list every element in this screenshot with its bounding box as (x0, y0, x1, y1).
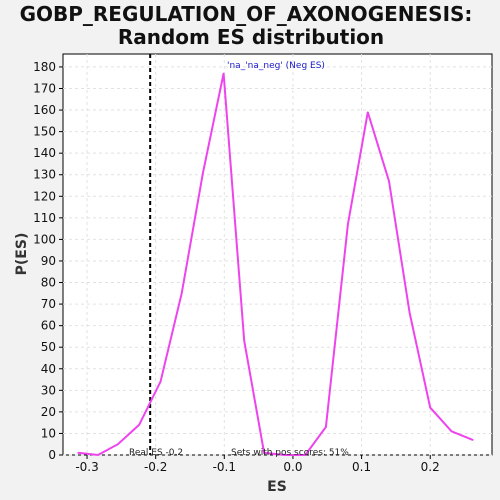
data-point (159, 380, 162, 383)
data-point (97, 454, 99, 456)
plot-area (62, 53, 493, 456)
y-tick-label: 110 (33, 211, 56, 225)
y-tick-label: 20 (41, 405, 56, 419)
y-tick-label: 100 (33, 232, 56, 246)
y-tick-label: 80 (41, 276, 56, 290)
y-tick-label: 10 (41, 426, 56, 440)
series-points (77, 72, 474, 456)
data-point (117, 443, 119, 446)
annotation-real-es: Real ES -0.2 (129, 448, 183, 458)
y-tick-label: 40 (41, 362, 56, 376)
y-tick-label: 130 (33, 168, 56, 182)
y-tick-label: 180 (33, 60, 56, 74)
data-point (450, 430, 453, 433)
x-tick-label: 0.1 (352, 460, 371, 474)
y-tick-label: 160 (33, 103, 56, 117)
data-point (243, 339, 246, 342)
x-tick-label: -0.3 (75, 460, 98, 474)
y-ticks: 0 10 20 30 40 50 60 70 80 90 100 110 120 130 140 150 160… (33, 60, 63, 462)
chart-title-line1: GOBP_REGULATION_OF_AXONOGENESIS: (20, 2, 473, 26)
data-point (471, 439, 474, 441)
y-tick-label: 50 (41, 340, 56, 354)
annotation-neg-label: 'na_'na_neg' (Neg ES) (227, 61, 325, 71)
data-point (366, 111, 369, 114)
data-point (388, 180, 390, 182)
y-tick-label: 30 (41, 383, 56, 397)
y-tick-label: 70 (41, 297, 56, 311)
data-point (347, 223, 349, 226)
x-tick-label: 0.0 (283, 460, 302, 474)
x-axis-label: ES (267, 479, 287, 495)
data-point (202, 171, 204, 174)
x-tick-label: -0.1 (213, 460, 236, 474)
grid (63, 54, 492, 456)
series-line-0 (77, 73, 474, 457)
data-point (283, 454, 286, 456)
y-tick-label: 0 (48, 448, 56, 462)
data-point (77, 452, 79, 454)
y-tick-label: 150 (33, 125, 56, 139)
data-point (304, 454, 307, 456)
x-tick-label: 0.2 (421, 460, 440, 474)
y-tick-label: 90 (41, 254, 56, 268)
data-point (138, 424, 140, 426)
x-ticks: -0.3 -0.2 -0.1 0.0 0.1 0.2 (75, 455, 440, 474)
y-tick-label: 60 (41, 319, 56, 333)
data-point (222, 72, 225, 75)
x-tick-label: -0.2 (144, 460, 167, 474)
data-point (263, 452, 265, 454)
y-axis-label: P(ES) (14, 233, 30, 276)
chart-title-line2: Random ES distribution (118, 25, 384, 49)
y-tick-label: 140 (33, 146, 56, 160)
data-point (180, 292, 183, 295)
data-point (325, 426, 327, 428)
data-point (429, 406, 432, 409)
data-point (408, 311, 411, 314)
y-tick-label: 120 (33, 189, 56, 203)
annotation-pos-scores: Sets with pos scores: 51% (231, 448, 349, 458)
y-tick-label: 170 (33, 81, 56, 95)
